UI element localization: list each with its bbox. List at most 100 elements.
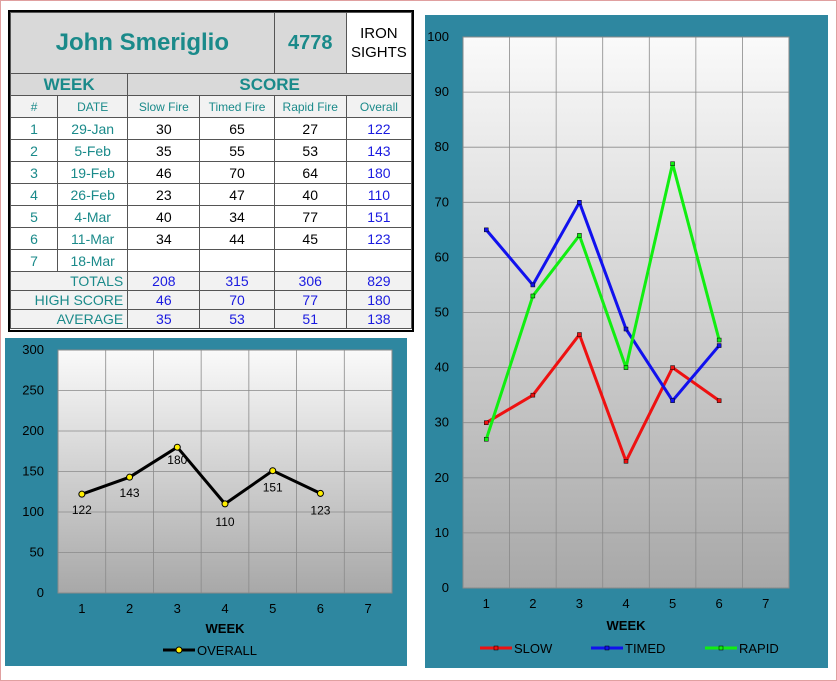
data-point bbox=[530, 392, 536, 398]
cell-num: 7 bbox=[9, 249, 59, 272]
cell-rapid: 53 bbox=[273, 139, 347, 162]
x-axis-label: WEEK bbox=[607, 618, 647, 633]
table-row: 6 11-Mar 34 44 45 123 bbox=[9, 227, 413, 250]
totals-row: TOTALS 208 315 306 829 bbox=[9, 271, 413, 291]
data-label: 180 bbox=[167, 453, 187, 467]
cell-date: 19-Feb bbox=[57, 161, 129, 184]
x-tick-label: 6 bbox=[716, 596, 723, 611]
data-point bbox=[78, 490, 86, 498]
overall-chart-panel: 0 50 100 150 200 250 300 1 2 3 4 5 6 7 WEEK 122 143 180 11… bbox=[5, 338, 407, 666]
y-tick-label: 50 bbox=[435, 305, 449, 320]
table-row: 4 26-Feb 23 47 40 110 bbox=[9, 183, 413, 206]
y-tick-label: 70 bbox=[435, 194, 449, 209]
cell-rapid: 40 bbox=[273, 183, 347, 206]
totals-rapid: 306 bbox=[273, 271, 347, 291]
y-tick-label: 60 bbox=[435, 249, 449, 264]
high-rapid: 77 bbox=[273, 290, 347, 310]
x-tick-label: 7 bbox=[762, 596, 769, 611]
totals-label: TOTALS bbox=[9, 271, 129, 291]
data-point bbox=[577, 200, 582, 205]
x-tick-label: 4 bbox=[221, 601, 228, 616]
series-line-overall bbox=[81, 445, 322, 506]
table-row: 2 5-Feb 35 55 53 143 bbox=[9, 139, 413, 162]
data-point bbox=[716, 337, 722, 343]
cell-overall: 123 bbox=[345, 227, 413, 250]
x-tick-label: 2 bbox=[126, 601, 133, 616]
y-tick-label: 0 bbox=[442, 580, 449, 595]
average-label: AVERAGE bbox=[9, 309, 129, 329]
data-point bbox=[173, 443, 181, 451]
cell-slow: 23 bbox=[127, 183, 201, 206]
x-tick-label: 3 bbox=[174, 601, 181, 616]
weapon-type-line2: SIGHTS bbox=[350, 44, 407, 61]
cell-timed: 55 bbox=[199, 139, 275, 162]
legend-entry-slow: SLOW bbox=[514, 641, 553, 656]
cell-overall: 151 bbox=[345, 205, 413, 228]
cell-slow: 40 bbox=[127, 205, 201, 228]
data-label: 122 bbox=[72, 503, 92, 517]
totals-timed: 315 bbox=[199, 271, 275, 291]
y-tick-label: 200 bbox=[22, 423, 44, 438]
x-tick-label: 2 bbox=[529, 596, 536, 611]
data-point bbox=[530, 282, 536, 288]
legend-marker bbox=[604, 645, 610, 651]
data-point bbox=[670, 365, 675, 370]
y-tick-label: 90 bbox=[435, 84, 449, 99]
col-header-rapid: Rapid Fire bbox=[273, 95, 347, 118]
y-tick-label: 300 bbox=[22, 342, 44, 357]
high-label: HIGH SCORE bbox=[9, 290, 129, 310]
legend-marker bbox=[175, 646, 183, 654]
cell-num: 5 bbox=[9, 205, 59, 228]
high-row: HIGH SCORE 46 70 77 180 bbox=[9, 290, 413, 310]
y-tick-label: 100 bbox=[22, 504, 44, 519]
high-slow: 46 bbox=[127, 290, 201, 310]
cell-num: 2 bbox=[9, 139, 59, 162]
shooter-name: John Smeriglio bbox=[10, 12, 275, 74]
y-tick-label: 20 bbox=[435, 470, 449, 485]
score-table: John Smeriglio 4778 IRON SIGHTS WEEK SCOR… bbox=[9, 12, 413, 329]
legend-marker bbox=[493, 645, 499, 651]
col-header-date: DATE bbox=[57, 95, 129, 118]
table-row: 3 19-Feb 46 70 64 180 bbox=[9, 161, 413, 184]
high-overall: 180 bbox=[345, 290, 413, 310]
data-label: 123 bbox=[310, 503, 330, 517]
cell-date: 29-Jan bbox=[57, 117, 129, 140]
cell-timed: 70 bbox=[199, 161, 275, 184]
legend-marker bbox=[718, 645, 724, 651]
totals-overall: 829 bbox=[345, 271, 413, 291]
col-header-slow: Slow Fire bbox=[127, 95, 201, 118]
x-tick-label: 5 bbox=[669, 596, 676, 611]
data-point bbox=[221, 500, 229, 508]
col-header-num: # bbox=[9, 95, 59, 118]
table-row: 1 29-Jan 30 65 27 122 bbox=[9, 117, 413, 140]
average-rapid: 51 bbox=[273, 309, 347, 329]
data-label: 151 bbox=[263, 481, 283, 495]
y-tick-label: 10 bbox=[435, 525, 449, 540]
data-point bbox=[577, 332, 582, 337]
data-point bbox=[316, 489, 324, 497]
data-point bbox=[670, 161, 675, 166]
data-point bbox=[670, 398, 675, 403]
cell-overall: 110 bbox=[345, 183, 413, 206]
cell-date: 4-Mar bbox=[57, 205, 129, 228]
x-tick-label: 4 bbox=[622, 596, 629, 611]
average-timed: 53 bbox=[199, 309, 275, 329]
data-point bbox=[126, 473, 134, 481]
cell-rapid bbox=[273, 249, 347, 272]
cell-overall: 180 bbox=[345, 161, 413, 184]
col-header-overall: Overall bbox=[345, 95, 413, 118]
shooter-id: 4778 bbox=[273, 12, 347, 74]
legend-entry-rapid: RAPID bbox=[739, 641, 779, 656]
cell-num: 1 bbox=[9, 117, 59, 140]
data-label: 143 bbox=[120, 486, 140, 500]
fire-types-chart: 0 10 20 30 40 50 60 70 80 90 100 1 2 3 4 5 6 7 WEEK SLOW TIM… bbox=[427, 29, 790, 656]
x-axis-label: WEEK bbox=[206, 621, 246, 636]
x-tick-label: 6 bbox=[317, 601, 324, 616]
data-point bbox=[577, 233, 582, 238]
table-row: 7 18-Mar bbox=[9, 249, 413, 272]
cell-timed bbox=[199, 249, 275, 272]
series-line-slow bbox=[485, 333, 721, 463]
legend-entry-overall: OVERALL bbox=[197, 643, 257, 658]
cell-overall bbox=[345, 249, 413, 272]
